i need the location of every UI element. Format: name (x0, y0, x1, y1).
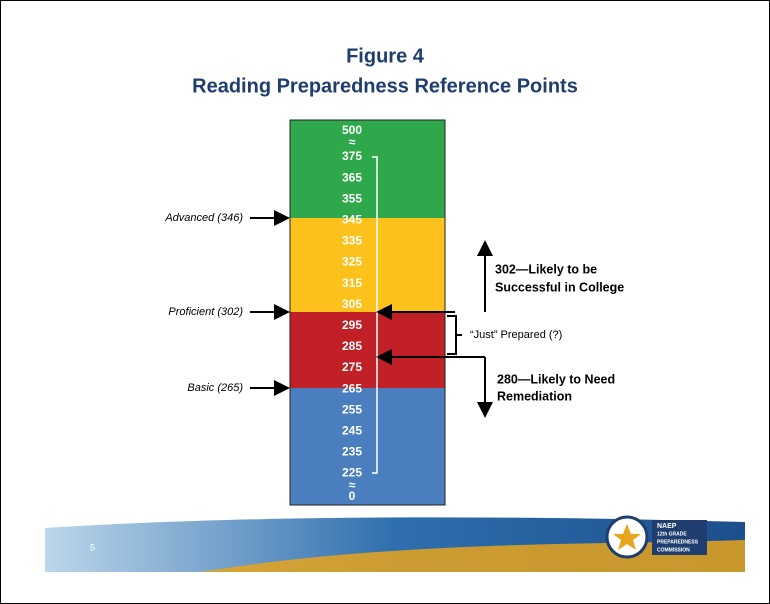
annotation: 302—Likely to be (495, 262, 597, 276)
level-label: Proficient (302) (168, 306, 243, 318)
page-number: 5 (90, 542, 95, 552)
title-line: Figure 4 (346, 45, 425, 67)
scale-label: 345 (342, 212, 362, 226)
annotation: Remediation (497, 389, 572, 403)
annotation: “Just” Prepared (?) (470, 329, 562, 341)
band-below (290, 388, 445, 505)
scale-label: 305 (342, 297, 362, 311)
logo-box (652, 520, 707, 555)
scale-label: 255 (342, 402, 362, 416)
scale-break: ≈ (349, 135, 356, 149)
band-advanced (290, 120, 445, 218)
scale-label: 265 (342, 381, 362, 395)
scale-break: ≈ (349, 478, 356, 492)
scale-label: 235 (342, 445, 362, 459)
logo-line: COMMISSION (657, 547, 690, 553)
annotation: Successful in College (495, 280, 624, 294)
scale-label: 500 (342, 123, 362, 137)
scale-label: 375 (342, 149, 362, 163)
logo-line: PREPAREDNESS (657, 539, 699, 545)
scale-label: 0 (349, 489, 356, 503)
bracket (447, 315, 462, 355)
scale-label: 295 (342, 318, 362, 332)
scale-label: 285 (342, 339, 362, 353)
logo-star (613, 524, 641, 550)
band-proficient (290, 218, 445, 312)
level-label: Advanced (346) (164, 212, 243, 224)
title-line: Reading Preparedness Reference Points (192, 75, 578, 97)
band-basic (290, 312, 445, 388)
scale-label: 275 (342, 360, 362, 374)
annotation: 280—Likely to Need (497, 372, 615, 386)
scale-label: 365 (342, 170, 362, 184)
scale-label: 335 (342, 234, 362, 248)
logo-line: NAEP (657, 523, 677, 530)
scale-label: 245 (342, 423, 362, 437)
logo-line: 12th GRADE (657, 531, 687, 537)
level-markers: Advanced (346) Proficient (302) Basic (265… (164, 210, 290, 396)
scale-label: 355 (342, 191, 362, 205)
scale-label: 315 (342, 276, 362, 290)
scale-label: 225 (342, 466, 362, 480)
scale-label: 325 (342, 255, 362, 269)
scale-labels: 500 375 365 355 345 335 325 315 305 295 285 275 265 2… (342, 123, 362, 503)
level-label: Basic (265) (187, 382, 243, 394)
